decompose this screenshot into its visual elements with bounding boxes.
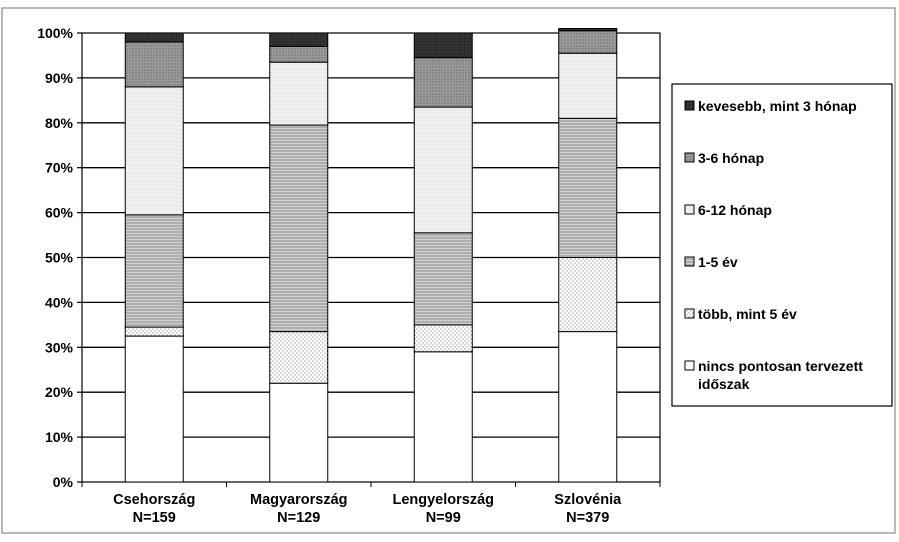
legend-label: nincs pontosan tervezett [698, 358, 863, 374]
legend-swatch [684, 256, 695, 267]
bar-segment [558, 117, 618, 258]
bar-segment [124, 335, 184, 483]
bar-segment [413, 106, 473, 234]
bar-segment [558, 331, 618, 483]
y-tick-label: 100% [37, 25, 73, 41]
legend-label: 6-12 hónap [698, 202, 772, 218]
y-tick-label: 40% [45, 294, 74, 310]
bar-segment [124, 41, 184, 88]
legend-swatch [684, 100, 695, 111]
x-category-label: Magyarország [250, 492, 348, 508]
y-tick-label: 10% [45, 429, 74, 445]
x-category-sublabel: N=159 [133, 510, 176, 526]
bar-segment [269, 61, 329, 126]
x-category-label: Lengyelország [392, 492, 494, 508]
y-tick-label: 60% [45, 205, 74, 221]
legend-swatch [684, 360, 695, 371]
bar-segment [124, 326, 184, 337]
legend-label: több, mint 5 év [698, 306, 797, 322]
bar-segment [269, 331, 329, 384]
chart-frame [1, 7, 896, 534]
y-tick-label: 30% [45, 339, 74, 355]
bar-segment [558, 28, 618, 32]
legend-label: 1-5 év [698, 254, 738, 270]
x-category-sublabel: N=379 [566, 510, 609, 526]
y-tick-label: 20% [45, 384, 74, 400]
bar-segment [269, 124, 329, 333]
x-category-sublabel: N=99 [426, 510, 461, 526]
bar-segment [413, 232, 473, 326]
bar-segment [124, 214, 184, 328]
bar-segment [413, 351, 473, 483]
bar-segment [413, 324, 473, 353]
legend-swatch [684, 152, 695, 163]
legend-label: időszak [698, 376, 750, 392]
bar-segment [413, 57, 473, 108]
y-tick-label: 50% [45, 250, 74, 266]
bar-segment [558, 30, 618, 54]
legend-box [671, 83, 893, 407]
bar-segment [124, 32, 184, 43]
bar-segment [413, 32, 473, 59]
legend-label: 3-6 hónap [698, 150, 764, 166]
legend-swatch [684, 204, 695, 215]
bar-segment [558, 52, 618, 119]
x-category-sublabel: N=129 [277, 510, 320, 526]
y-tick-label: 90% [45, 70, 74, 86]
bar-segment [269, 32, 329, 47]
x-category-label: Csehország [113, 492, 195, 508]
y-tick-label: 0% [53, 474, 74, 490]
legend-swatch [684, 308, 695, 319]
bar-segment [269, 382, 329, 483]
bar-segment [124, 86, 184, 216]
x-category-label: Szlovénia [554, 492, 622, 508]
bar-segment [269, 45, 329, 63]
bar-segment [558, 257, 618, 333]
legend-label: kevesebb, mint 3 hónap [698, 98, 857, 114]
y-tick-label: 70% [45, 160, 74, 176]
y-tick-label: 80% [45, 115, 74, 131]
